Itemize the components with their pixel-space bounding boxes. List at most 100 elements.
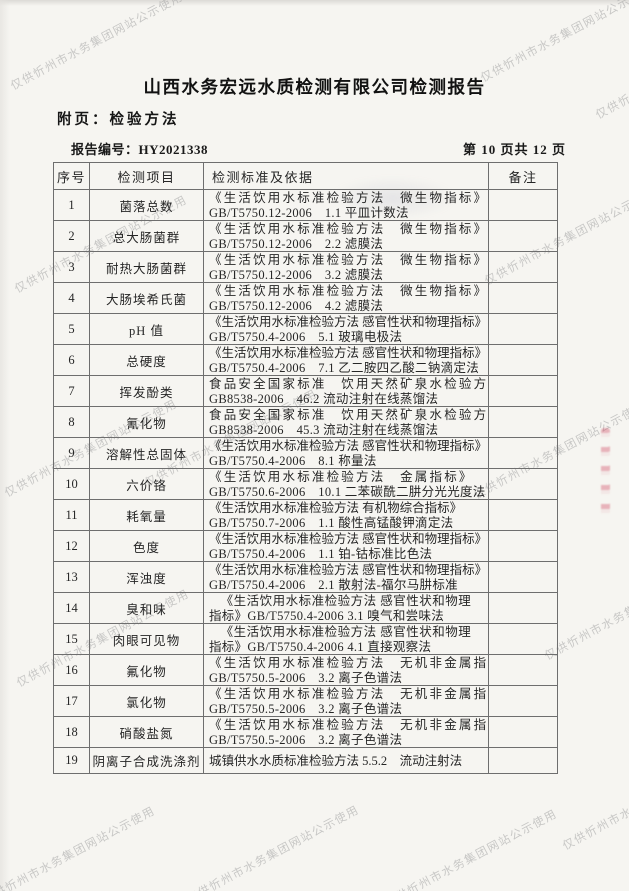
cell-method: 《生活饮用水标准检验方法 微生物指标》 GB/T5750.12-2006 3.2 … <box>203 251 489 283</box>
cell-method: 《生活饮用水标准检验方法 微生物指标》 GB/T5750.12-2006 2.2 … <box>203 220 489 252</box>
cell-item: 溶解性总固体 <box>89 437 204 469</box>
method-line-2: 指标》GB/T5750.4-2006 4.1 直接观察法 <box>209 639 432 654</box>
cell-item: 挥发酚类 <box>89 375 204 407</box>
watermark-text: 仅供忻州市水务集团网站公示使用 <box>560 751 629 853</box>
cell-method: 《生活饮用水标准检验方法 无机非金属指标》 GB/T5750.5-2006 3.2… <box>203 654 489 686</box>
cell-method: 食品安全国家标准 饮用天然矿泉水检验方法 GB8538-2006 45.3 流动注… <box>203 406 489 438</box>
cell-method: 《生活饮用水标准检验方法 有机物综合指标》 GB/T5750.7-2006 1.1… <box>203 499 489 531</box>
method-line-1: 《生活饮用水标准检验方法 感官性状和物理 <box>220 625 472 639</box>
report-number-label: 报告编号： <box>71 142 139 157</box>
cell-remark <box>488 344 558 376</box>
header-cell-serial: 序号 <box>53 162 90 190</box>
attachment-label: 附页：检验方法 <box>57 112 180 128</box>
cell-item: 六价铬 <box>89 468 204 500</box>
cell-remark <box>488 406 558 438</box>
method-line-1: 《生活饮用水标准检验方法 微生物指标》 <box>209 222 489 236</box>
method-line-1: 《生活饮用水标准检验方法 金属指标》 <box>209 470 474 484</box>
table-header-row: 序号 检测项目 检测标准及依据 备注 <box>53 162 558 190</box>
red-stamp-fragment <box>601 428 610 520</box>
method-line-2: GB/T5750.6-2006 10.1 二苯碳酰二肼分光光度法 <box>209 484 486 499</box>
cell-remark <box>488 530 558 562</box>
table-row: 7 挥发酚类 食品安全国家标准 饮用天然矿泉水检验方法 GB8538-2006 46.… <box>53 375 558 407</box>
method-line-1: 食品安全国家标准 饮用天然矿泉水检验方法 <box>209 408 489 422</box>
watermark-text: 仅供忻州市水务集团网站公示使用 <box>593 20 629 122</box>
table-row: 13 浑浊度 《生活饮用水标准检验方法 感官性状和物理指标》 GB/T5750.4-2… <box>53 561 558 593</box>
method-line-1: 《生活饮用水标准检验方法 感官性状和物理指标》 <box>209 315 488 329</box>
method-line-2: GB8538-2006 46.2 流动注射在线蒸馏法 <box>209 391 439 406</box>
method-line-2: GB/T5750.12-2006 3.2 滤膜法 <box>209 267 384 282</box>
method-line-2: 指标》GB/T5750.4-2006 3.1 嗅气和尝味法 <box>209 608 445 623</box>
header-cell-standard: 检测标准及依据 <box>203 162 489 190</box>
cell-remark <box>488 685 558 717</box>
table-row: 19 阴离子合成洗涤剂 城镇供水水质标准检验方法 5.5.2 流动注射法 <box>53 747 558 774</box>
cell-serial: 7 <box>53 375 90 407</box>
cell-method: 《生活饮用水标准检验方法 感官性状和物理指标》 GB/T5750.4-2006 5… <box>203 313 489 345</box>
scan-edge-artifact <box>0 0 629 6</box>
cell-item: 耗氧量 <box>89 499 204 531</box>
cell-method: 《生活饮用水标准检验方法 微生物指标》 GB/T5750.12-2006 4.2 … <box>203 282 489 314</box>
cell-serial: 4 <box>53 282 90 314</box>
cell-item: pH 值 <box>89 313 204 345</box>
watermark-text: 仅供忻州市水务集团网站公示使用 <box>478 0 629 85</box>
table-row: 16 氟化物 《生活饮用水标准检验方法 无机非金属指标》 GB/T5750.5-200… <box>53 654 558 686</box>
method-line-2: GB/T5750.5-2006 3.2 离子色谱法 <box>209 732 403 747</box>
method-line-1: 《生活饮用水标准检验方法 感官性状和物理指标》 <box>209 346 488 360</box>
watermark-text: 仅供忻州市水务集团网站公示使用 <box>382 808 560 891</box>
method-line-2: GB/T5750.12-2006 1.1 平皿计数法 <box>209 205 409 220</box>
cell-serial: 14 <box>53 592 90 624</box>
report-title: 山西水务宏远水质检测有限公司检测报告 <box>143 77 486 97</box>
method-line-2: GB/T5750.4-2006 2.1 散射法-福尔马肼标准 <box>209 577 458 592</box>
cell-remark <box>488 375 558 407</box>
method-line-1: 食品安全国家标准 饮用天然矿泉水检验方法 <box>209 377 489 391</box>
table-row: 11 耗氧量 《生活饮用水标准检验方法 有机物综合指标》 GB/T5750.7-200… <box>53 499 558 531</box>
cell-remark <box>488 220 558 252</box>
cell-remark <box>488 251 558 283</box>
cell-serial: 8 <box>53 406 90 438</box>
cell-serial: 15 <box>53 623 90 655</box>
watermark-text: 仅供忻州市水务集团网站公示使用 <box>184 804 362 891</box>
cell-serial: 17 <box>53 685 90 717</box>
method-line-1: 《生活饮用水标准检验方法 感官性状和物理指标》 <box>209 532 488 546</box>
cell-item: 肉眼可见物 <box>89 623 204 655</box>
cell-serial: 11 <box>53 499 90 531</box>
method-line-2: GB8538-2006 45.3 流动注射在线蒸馏法 <box>209 422 439 437</box>
method-line-2: GB/T5750.4-2006 7.1 乙二胺四乙酸二钠滴定法 <box>209 360 480 375</box>
table-row: 2 总大肠菌群 《生活饮用水标准检验方法 微生物指标》 GB/T5750.12-200… <box>53 220 558 252</box>
cell-method: 《生活饮用水标准检验方法 感官性状和物理指标》 GB/T5750.4-2006 8… <box>203 437 489 469</box>
cell-method: 《生活饮用水标准检验方法 感官性状和物理 指标》GB/T5750.4-2006 3… <box>203 592 489 624</box>
report-number-value: HY2021338 <box>138 142 209 157</box>
method-line-1: 《生活饮用水标准检验方法 无机非金属指标》 <box>209 718 489 732</box>
cell-serial: 12 <box>53 530 90 562</box>
method-line-2: GB/T5750.12-2006 2.2 滤膜法 <box>209 236 384 251</box>
cell-remark <box>488 468 558 500</box>
method-line-2: GB/T5750.7-2006 1.1 酸性高锰酸钾滴定法 <box>209 515 454 530</box>
cell-remark <box>488 313 558 345</box>
cell-remark <box>488 189 558 221</box>
cell-serial: 2 <box>53 220 90 252</box>
method-line-1: 《生活饮用水标准检验方法 无机非金属指标》 <box>209 656 489 670</box>
scan-edge-artifact <box>0 0 10 891</box>
report-number: 报告编号：HY2021338 <box>71 139 208 158</box>
cell-item: 氰化物 <box>89 406 204 438</box>
cell-serial: 16 <box>53 654 90 686</box>
cell-method: 《生活饮用水标准检验方法 感官性状和物理指标》 GB/T5750.4-2006 2… <box>203 561 489 593</box>
table-row: 6 总硬度 《生活饮用水标准检验方法 感官性状和物理指标》 GB/T5750.4-20… <box>53 344 558 376</box>
cell-item: 硝酸盐氮 <box>89 716 204 748</box>
page-indicator: 第 10 页共 12 页 <box>463 142 567 157</box>
method-line-1: 《生活饮用水标准检验方法 感官性状和物理指标》 <box>209 439 488 453</box>
cell-remark <box>488 592 558 624</box>
cell-serial: 9 <box>53 437 90 469</box>
method-line-1: 《生活饮用水标准检验方法 微生物指标》 <box>209 191 489 205</box>
method-line-1: 《生活饮用水标准检验方法 微生物指标》 <box>209 284 489 298</box>
cell-item: 浑浊度 <box>89 561 204 593</box>
cell-serial: 13 <box>53 561 90 593</box>
method-line-2: GB/T5750.4-2006 8.1 称量法 <box>209 453 377 468</box>
method-line-2: GB/T5750.5-2006 3.2 离子色谱法 <box>209 670 403 685</box>
method-line-1: 《生活饮用水标准检验方法 无机非金属指标》 <box>209 687 489 701</box>
cell-item: 总硬度 <box>89 344 204 376</box>
cell-remark <box>488 499 558 531</box>
table-row: 9 溶解性总固体 《生活饮用水标准检验方法 感官性状和物理指标》 GB/T5750.4… <box>53 437 558 469</box>
cell-remark <box>488 716 558 748</box>
cell-serial: 18 <box>53 716 90 748</box>
